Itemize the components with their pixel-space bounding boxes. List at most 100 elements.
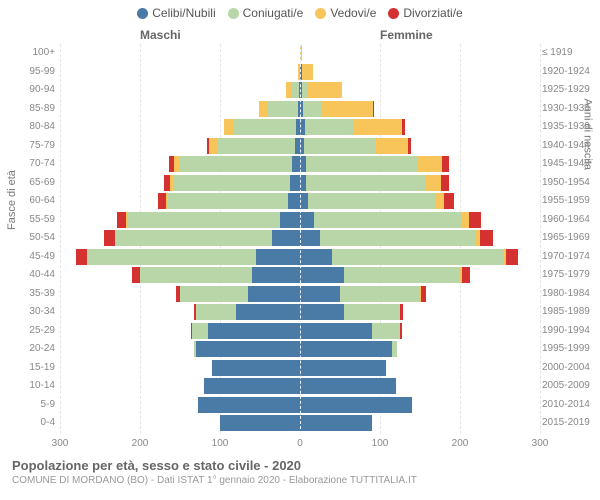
age-label: 30-34 [0, 303, 55, 322]
bar-segment [353, 119, 403, 135]
bar-males [117, 212, 300, 228]
age-label: 80-84 [0, 118, 55, 137]
age-label: 65-69 [0, 174, 55, 193]
bar-females [300, 64, 313, 80]
bar-segment [421, 286, 426, 302]
bar-females [300, 175, 449, 191]
bar-segment [408, 138, 411, 154]
bar-segment [300, 193, 308, 209]
bar-segment [198, 397, 300, 413]
age-label: 20-24 [0, 340, 55, 359]
bar-segment [344, 304, 400, 320]
bar-segment [300, 230, 320, 246]
label-males: Maschi [140, 28, 181, 42]
birth-year-label: 1935-1939 [542, 118, 600, 137]
age-label: 75-79 [0, 137, 55, 156]
legend-swatch [388, 8, 399, 19]
bar-males [212, 360, 300, 376]
bar-females [300, 249, 518, 265]
age-label: 5-9 [0, 396, 55, 415]
bar-segment [344, 267, 460, 283]
age-label: 85-89 [0, 100, 55, 119]
bar-segment [332, 249, 504, 265]
birth-year-label: 1960-1964 [542, 211, 600, 230]
birth-year-label: 1955-1959 [542, 192, 600, 211]
bar-females [300, 323, 402, 339]
age-label: 40-44 [0, 266, 55, 285]
bar-females [300, 193, 454, 209]
chart-footer: Popolazione per età, sesso e stato civil… [12, 458, 588, 486]
x-tick-label: 0 [297, 438, 303, 449]
bar-segment [180, 156, 292, 172]
bar-segment [300, 341, 392, 357]
bar-females [300, 397, 412, 413]
bar-segment [436, 193, 444, 209]
bar-segment [303, 101, 321, 117]
bar-females [300, 360, 386, 376]
bar-males [286, 82, 300, 98]
bar-females [300, 230, 493, 246]
age-label: 0-4 [0, 414, 55, 433]
birth-year-label: 1970-1974 [542, 248, 600, 267]
birth-year-label: 2005-2009 [542, 377, 600, 396]
legend-swatch [315, 8, 326, 19]
bar-males [224, 119, 300, 135]
bar-segment [441, 175, 449, 191]
bar-segment [259, 101, 267, 117]
age-label: 100+ [0, 44, 55, 63]
age-label: 10-14 [0, 377, 55, 396]
bar-segment [300, 249, 332, 265]
bar-segment [290, 175, 300, 191]
bar-males [194, 304, 300, 320]
gridline [540, 44, 541, 434]
bar-females [300, 304, 403, 320]
age-label: 25-29 [0, 322, 55, 341]
birth-year-label: 1990-1994 [542, 322, 600, 341]
bar-segment [300, 378, 396, 394]
label-females: Femmine [380, 28, 433, 42]
birth-year-label: 1975-1979 [542, 266, 600, 285]
bar-segment [248, 286, 300, 302]
bar-segment [224, 119, 234, 135]
bar-segment [373, 101, 375, 117]
bar-segment [320, 230, 476, 246]
legend-swatch [228, 8, 239, 19]
bar-males [259, 101, 300, 117]
age-label: 95-99 [0, 63, 55, 82]
legend-item: Vedovi/e [315, 6, 376, 20]
bar-segment [117, 212, 127, 228]
age-label: 35-39 [0, 285, 55, 304]
bar-segment [209, 138, 217, 154]
bar-segment [132, 267, 140, 283]
bar-segment [300, 360, 386, 376]
bar-segment [444, 193, 454, 209]
bar-segment [469, 212, 481, 228]
x-tick-label: 100 [212, 438, 229, 449]
bar-segment [220, 415, 300, 431]
bar-segment [308, 193, 436, 209]
birth-year-label: 1995-1999 [542, 340, 600, 359]
bar-segment [480, 230, 493, 246]
legend-item: Celibi/Nubili [137, 6, 215, 20]
legend-swatch [137, 8, 148, 19]
birth-year-label: 1925-1929 [542, 81, 600, 100]
bar-males [76, 249, 300, 265]
bar-segment [321, 101, 373, 117]
bar-segment [252, 267, 300, 283]
x-tick-label: 300 [52, 438, 69, 449]
bar-segment [300, 286, 340, 302]
bar-segment [304, 138, 376, 154]
bar-segment [314, 212, 462, 228]
bar-segment [180, 286, 248, 302]
birth-year-label: 2015-2019 [542, 414, 600, 433]
bar-females [300, 156, 449, 172]
bar-females [300, 286, 426, 302]
age-label: 60-64 [0, 192, 55, 211]
bar-segment [402, 119, 404, 135]
birth-year-label: 1945-1949 [542, 155, 600, 174]
birth-year-label: 2000-2004 [542, 359, 600, 378]
legend: Celibi/NubiliConiugati/eVedovi/eDivorzia… [0, 6, 600, 20]
bar-segment [300, 212, 314, 228]
bar-segment [116, 230, 272, 246]
bar-segment [307, 82, 342, 98]
